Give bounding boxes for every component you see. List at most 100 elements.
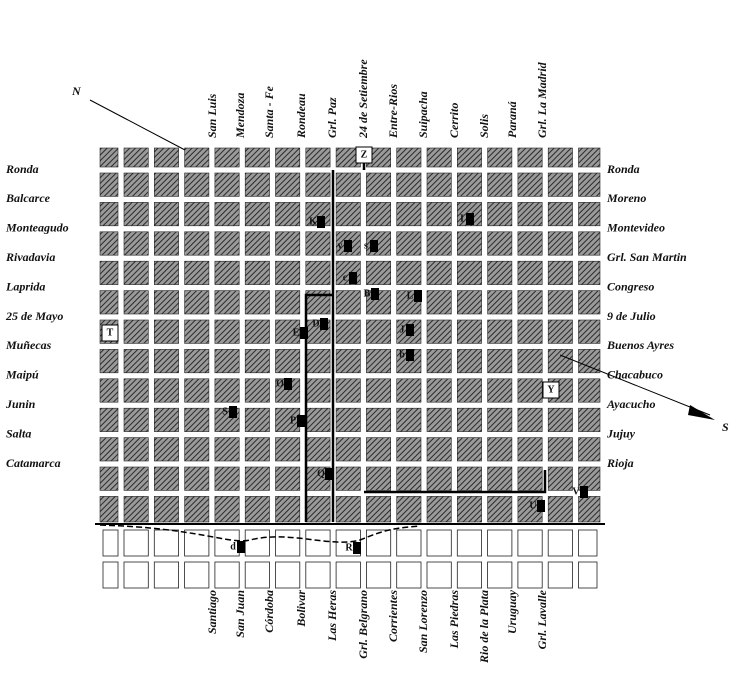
- block: [99, 407, 119, 432]
- lot: [275, 529, 301, 557]
- compass-arrow: [688, 405, 715, 420]
- street-label: Ronda: [5, 162, 39, 176]
- street-label: Bolivar: [294, 590, 308, 628]
- block: [275, 172, 301, 197]
- block: [487, 349, 513, 374]
- marker-label: B: [364, 288, 371, 299]
- block: [214, 231, 240, 256]
- lot: [426, 529, 452, 557]
- block: [154, 172, 179, 197]
- block: [396, 260, 422, 285]
- labels: San Luis Mendoza Santa - Fe Rondeau Grl. Paz…: [5, 59, 729, 664]
- block: [517, 147, 543, 168]
- street-label: Rondeau: [294, 93, 308, 139]
- block: [426, 147, 452, 168]
- block: [244, 407, 270, 432]
- block: [275, 147, 301, 168]
- block: [275, 496, 301, 523]
- block: [426, 319, 452, 344]
- lot: [426, 561, 452, 589]
- street-label: Córdoba: [262, 590, 276, 633]
- block: [154, 147, 179, 168]
- building: [284, 378, 292, 390]
- block: [123, 319, 149, 344]
- block: [517, 466, 543, 491]
- block: [99, 202, 119, 227]
- street-label: Balcarce: [5, 191, 51, 205]
- building: [300, 327, 308, 339]
- block: [456, 290, 482, 315]
- block: [214, 202, 240, 227]
- marker-label: V: [572, 486, 580, 497]
- marker-label: Q: [317, 468, 325, 479]
- block: [396, 466, 422, 491]
- marker-label: c: [343, 272, 348, 283]
- street-label: Maipú: [5, 368, 39, 382]
- block: [547, 496, 573, 523]
- block: [396, 496, 422, 523]
- block: [244, 466, 270, 491]
- block: [578, 437, 601, 462]
- lot: [123, 529, 149, 557]
- block: [547, 260, 573, 285]
- block: [456, 378, 482, 403]
- block: [154, 202, 179, 227]
- compass-line: [89, 99, 186, 151]
- marker-box: [101, 324, 119, 342]
- street-label: Montevideo: [606, 221, 665, 235]
- lot: [153, 529, 180, 557]
- block: [487, 290, 513, 315]
- street-label: Salta: [6, 426, 31, 440]
- block: [123, 172, 149, 197]
- block: [184, 260, 210, 285]
- lot: [184, 561, 210, 589]
- street-label: 9 de Julio: [607, 309, 656, 323]
- block: [214, 290, 240, 315]
- street-label: Grl. San Martin: [607, 250, 687, 264]
- block: [184, 147, 210, 168]
- block: [305, 231, 331, 256]
- block: [578, 172, 601, 197]
- block: [517, 290, 543, 315]
- lot: [102, 529, 119, 557]
- block: [456, 496, 482, 523]
- street-label: San Juan: [233, 590, 247, 638]
- block: [244, 496, 270, 523]
- block: [456, 231, 482, 256]
- block: [335, 437, 361, 462]
- street-label: Ronda: [606, 162, 640, 176]
- block: [123, 407, 149, 432]
- block: [335, 378, 361, 403]
- block: [547, 172, 573, 197]
- block: [396, 407, 422, 432]
- block: [184, 437, 210, 462]
- lot: [456, 561, 482, 589]
- block: [426, 378, 452, 403]
- block: [456, 466, 482, 491]
- block: [275, 407, 301, 432]
- block: [335, 407, 361, 432]
- block: [487, 147, 513, 168]
- block: [275, 202, 301, 227]
- block: [305, 407, 331, 432]
- block: [335, 466, 361, 491]
- street-label: Muñecas: [5, 338, 52, 352]
- block: [366, 319, 391, 344]
- block: [366, 407, 391, 432]
- lot: [517, 561, 543, 589]
- building: [406, 324, 414, 336]
- block: [578, 290, 601, 315]
- block: [366, 349, 391, 374]
- block: [244, 290, 270, 315]
- block: [214, 319, 240, 344]
- lot: [305, 529, 331, 557]
- lot: [517, 529, 543, 557]
- block: [99, 147, 119, 168]
- street-label: Ayacucho: [606, 397, 655, 411]
- block: [426, 260, 452, 285]
- marker-label: R: [345, 542, 353, 553]
- block: [578, 147, 601, 168]
- block: [184, 172, 210, 197]
- block: [275, 260, 301, 285]
